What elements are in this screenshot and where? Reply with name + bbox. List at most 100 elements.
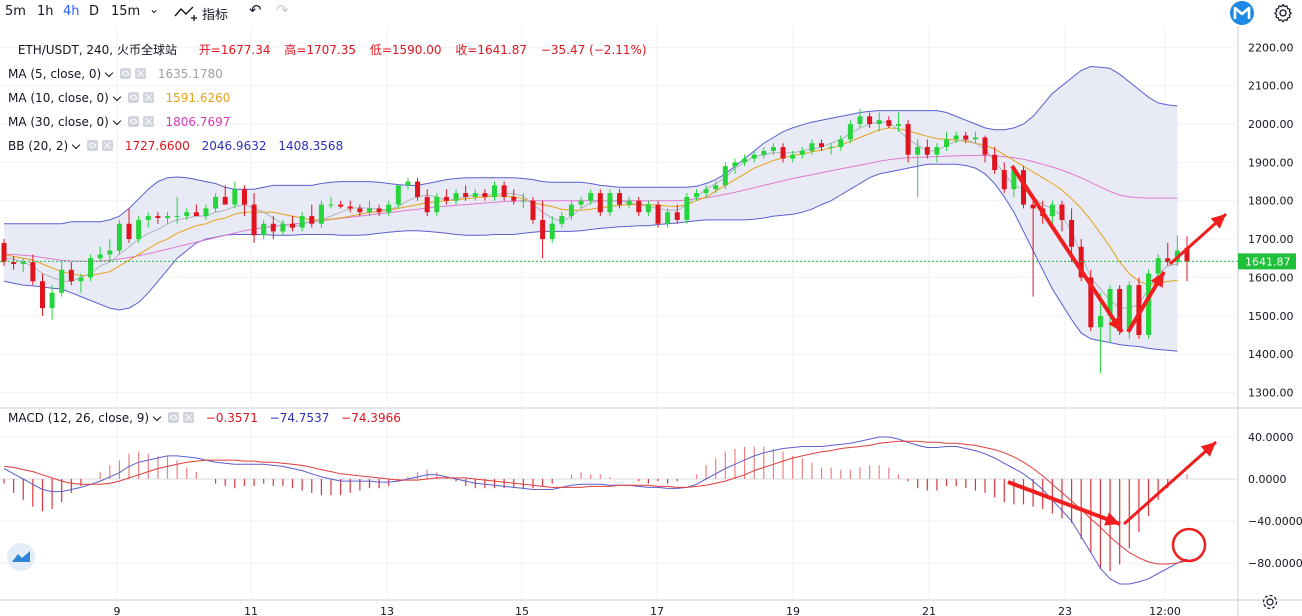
interval-5m[interactable]: 5m [5, 4, 26, 19]
undo-icon[interactable]: ↶ [249, 1, 262, 19]
eye-icon[interactable] [167, 412, 179, 423]
candle [520, 193, 526, 209]
candle [1059, 200, 1065, 232]
eye-icon[interactable] [87, 140, 99, 151]
candle-body [617, 193, 623, 205]
chevron-down-icon[interactable] [112, 116, 122, 126]
chevron-down-icon[interactable] [71, 140, 81, 150]
candle-body [944, 139, 950, 148]
annotation-arrowhead [1108, 316, 1122, 332]
candle [597, 189, 603, 217]
candle-body [376, 208, 382, 213]
eye-icon[interactable] [127, 116, 139, 127]
annotation-circle [1171, 527, 1207, 563]
annotation-arrow-up [1123, 440, 1217, 526]
legend-ma30: MA (30, close, 0) 1806.7697 [8, 115, 230, 129]
time-tick-label: 19 [786, 605, 800, 616]
candle [203, 204, 209, 220]
macd-tick-label: 0.0000 [1248, 473, 1287, 486]
candle-body [1078, 246, 1084, 278]
candle-body [1097, 315, 1103, 328]
candle-body [434, 196, 440, 213]
candle [799, 147, 805, 159]
close-icon[interactable] [142, 92, 154, 103]
candle-body [915, 147, 921, 155]
candle [126, 208, 132, 243]
candle [116, 219, 122, 255]
candle-body [1088, 277, 1094, 328]
candle [145, 212, 151, 228]
legend-bb: BB (20, 2) 1727.6600 2046.9632 1408.3568 [8, 139, 343, 153]
candle-body [1059, 204, 1065, 220]
candle-body [309, 216, 315, 224]
chevron-down-icon[interactable] [112, 92, 122, 102]
candle-body [549, 223, 555, 240]
candlesticks [1, 108, 1190, 374]
candle [241, 185, 247, 217]
candle-body [790, 154, 796, 159]
indicators-icon[interactable] [173, 4, 199, 22]
candle [20, 258, 26, 272]
candle-body [982, 137, 988, 155]
annotation-arrow-down [1010, 164, 1124, 334]
eye-icon[interactable] [127, 92, 139, 103]
chevron-down-icon[interactable] [104, 68, 114, 78]
close-icon[interactable] [135, 68, 147, 79]
close-icon[interactable] [182, 412, 194, 423]
candle [1146, 269, 1152, 339]
candle-body [126, 223, 132, 240]
gear-hub [1266, 598, 1274, 606]
eye-icon[interactable] [120, 68, 132, 79]
candle [309, 204, 315, 228]
candle-body [424, 196, 430, 213]
chevron-down-icon[interactable] [152, 412, 162, 422]
ma10-label: MA (10, close, 0) [8, 91, 109, 105]
candle [790, 150, 796, 163]
candle [1078, 239, 1084, 282]
macd-pane [0, 436, 1238, 585]
candle [703, 185, 709, 197]
redo-icon[interactable]: ↷ [276, 1, 289, 19]
candle-body [222, 196, 228, 205]
candle [895, 112, 901, 132]
gear-teeth [1262, 594, 1278, 610]
candle-body [626, 200, 632, 205]
candle-body [799, 150, 805, 155]
interval-15m[interactable]: 15m [111, 4, 141, 19]
chart-canvas[interactable]: 2200.00 2100.00 2000.00 1900.00 1800.00 1700.… [0, 26, 1302, 616]
candle-body [39, 281, 45, 309]
candle-body [934, 147, 940, 155]
ma30-value: 1806.7697 [165, 115, 231, 129]
candle-body [107, 250, 113, 255]
candle [328, 196, 334, 209]
candle-body [953, 135, 959, 140]
candle [530, 196, 536, 224]
interval-d[interactable]: D [89, 4, 100, 19]
trading-logo-icon[interactable] [6, 542, 36, 572]
indicators-button[interactable]: 指标 [202, 8, 229, 23]
candle-body [665, 212, 671, 224]
chevron-down-icon[interactable]: ⌄ [149, 2, 160, 16]
candle-body [1069, 219, 1075, 247]
candle-body [693, 193, 699, 197]
candle-body [963, 135, 969, 140]
candle-body [761, 150, 767, 155]
close-icon[interactable] [142, 116, 154, 127]
candle-body [1117, 288, 1123, 332]
interval-4h[interactable]: 4h [63, 4, 80, 19]
candle-body [492, 185, 498, 197]
macd-signal-line [3, 440, 1197, 565]
settings-gear-icon[interactable] [1273, 3, 1293, 23]
candle [876, 112, 882, 132]
candle-body [857, 116, 863, 125]
annotation-arrowhead [1104, 512, 1120, 526]
candle-body [924, 147, 930, 155]
candle [838, 135, 844, 151]
annotation-arrow-down [1007, 480, 1121, 526]
close-icon[interactable] [102, 140, 114, 151]
candle-body [232, 189, 238, 205]
interval-1h[interactable]: 1h [37, 4, 54, 19]
candle [261, 219, 267, 240]
candle-body [366, 208, 372, 213]
macd-signal-value: −74.3966 [341, 411, 401, 425]
